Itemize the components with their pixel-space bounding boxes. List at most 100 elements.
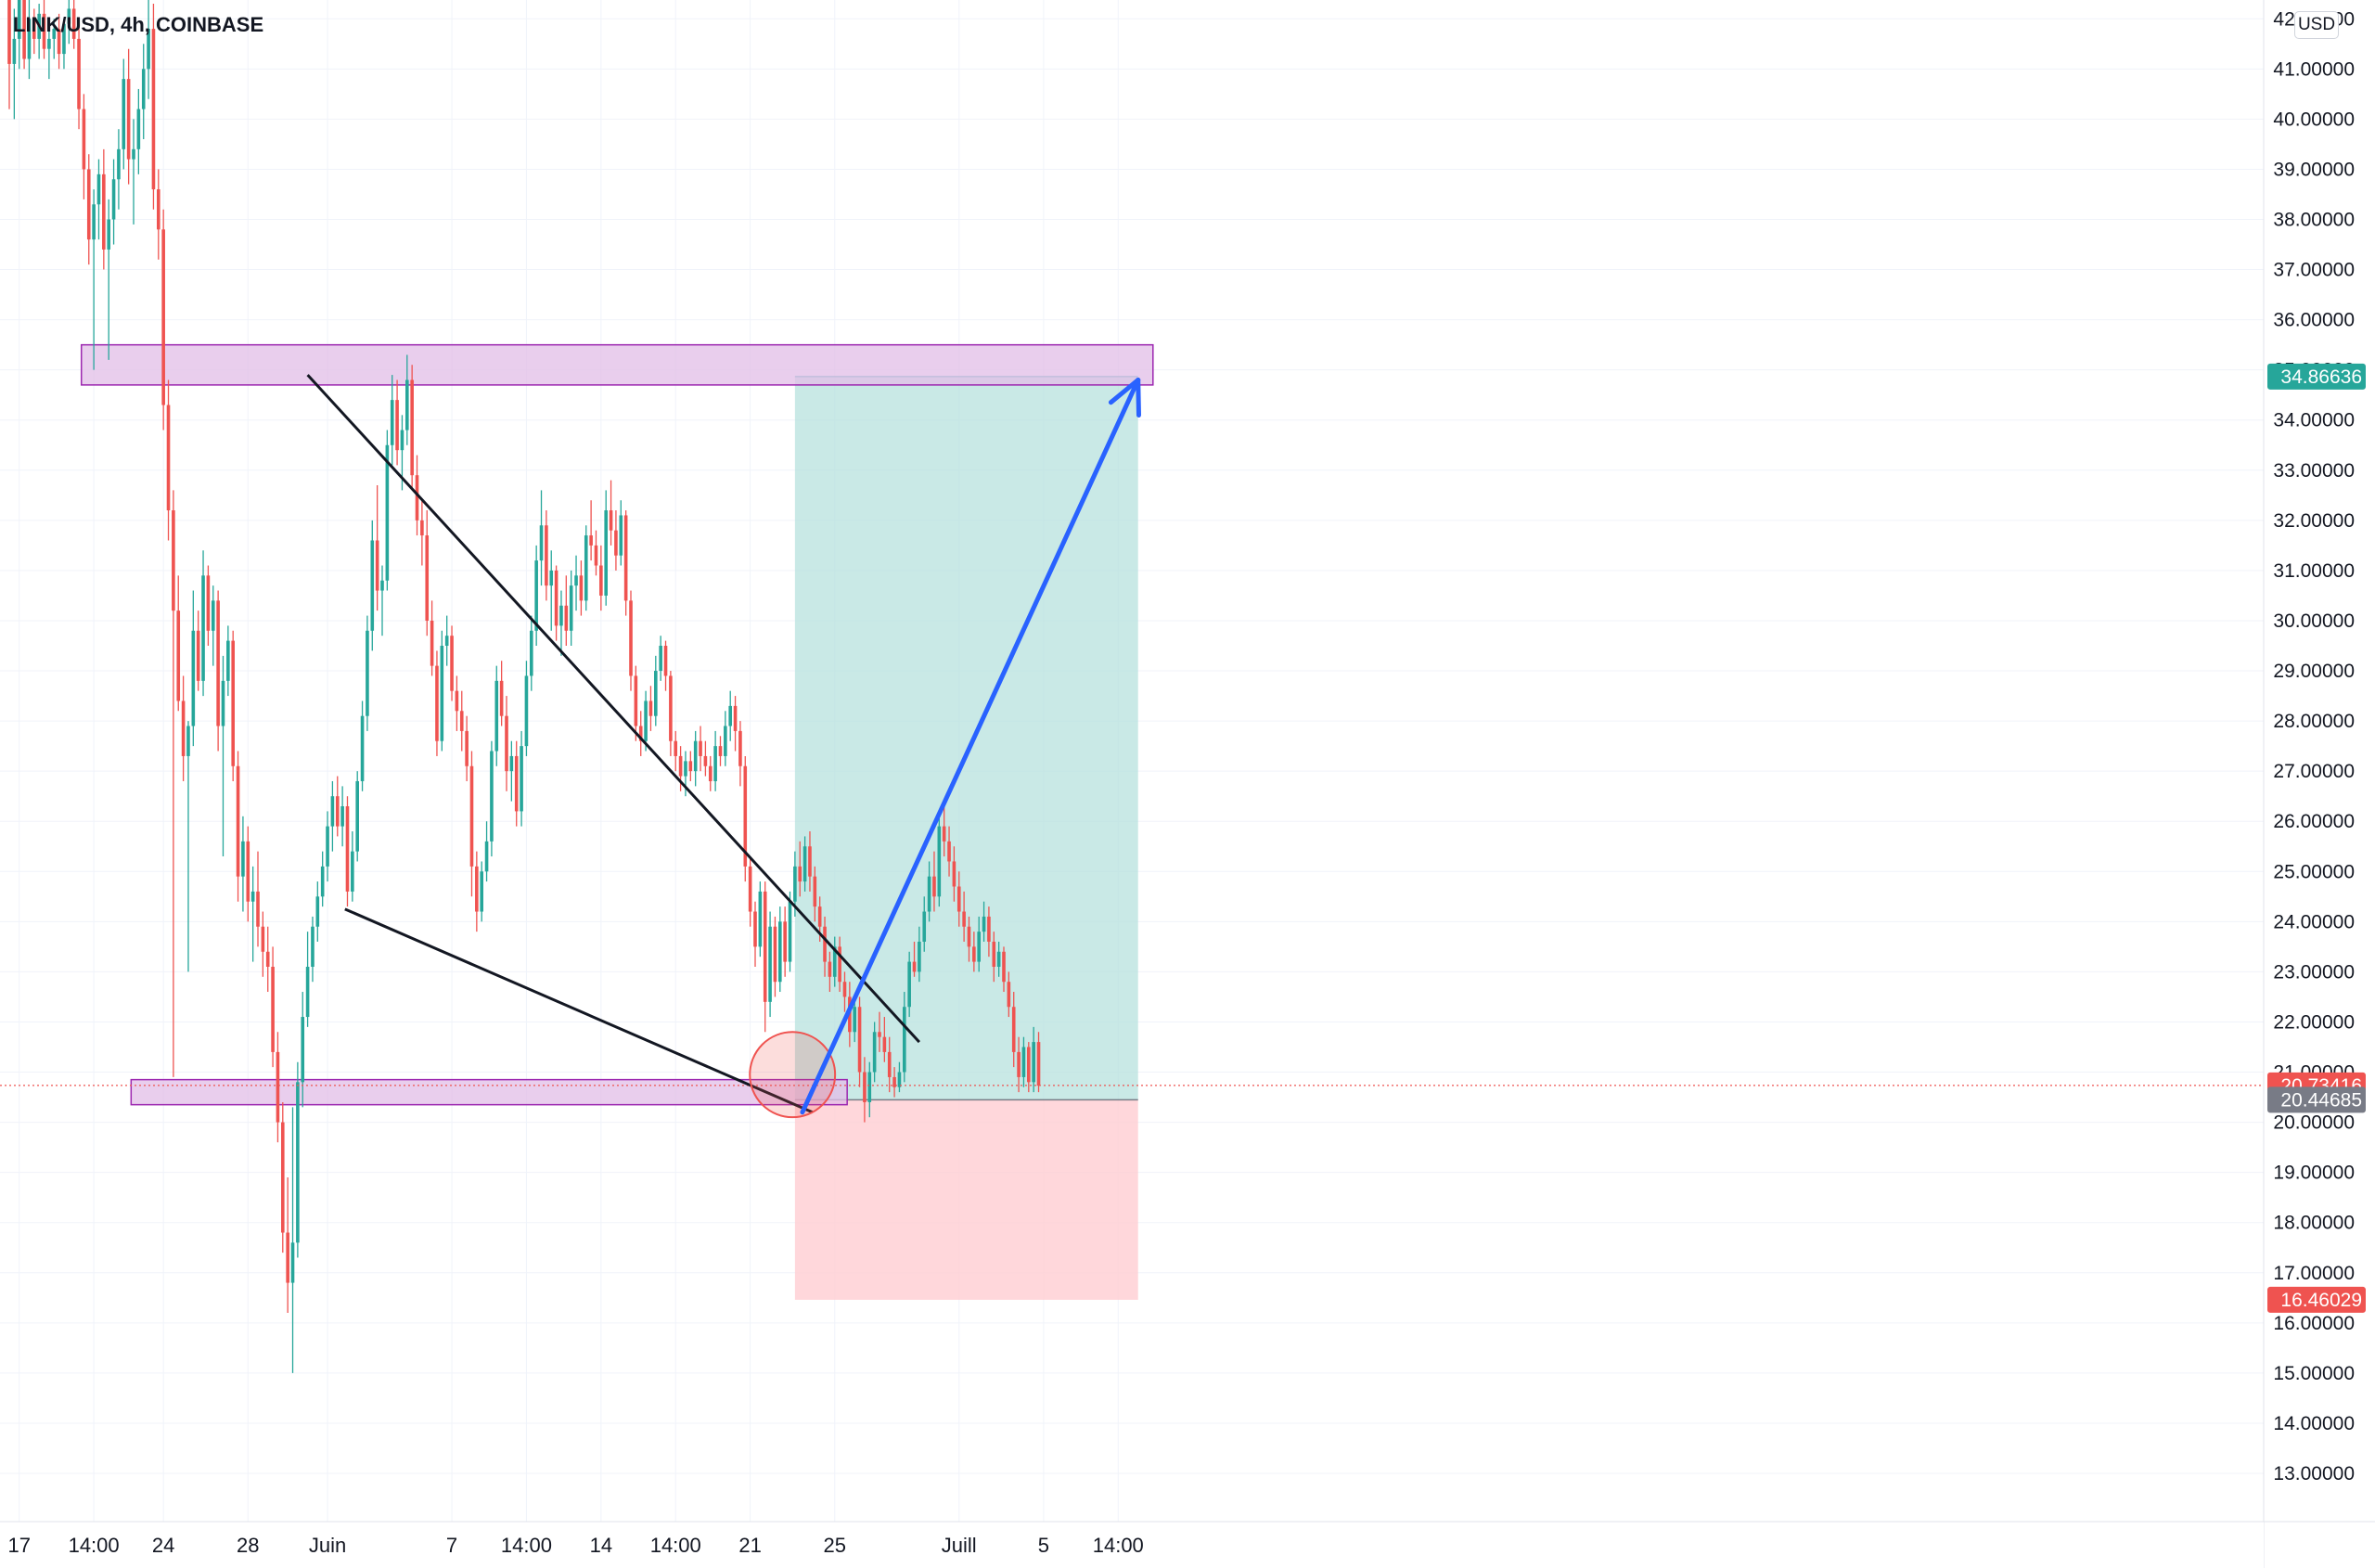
time-tick-label: 21 xyxy=(738,1534,761,1557)
candle-body xyxy=(276,1051,280,1123)
candle-body xyxy=(623,515,628,601)
candle-body xyxy=(96,174,101,205)
time-scale-bg xyxy=(0,1522,2264,1568)
candle-body xyxy=(564,605,569,631)
candle-body xyxy=(853,1007,856,1033)
drawings xyxy=(0,374,2264,1119)
candle-body xyxy=(256,891,260,927)
candle-body xyxy=(136,109,141,149)
candle-body xyxy=(922,911,927,942)
candle-body xyxy=(201,575,205,681)
time-scale: 14:00 17 14:00 24 28 Juin 7 14:00 14 14:00 21 25 Jui… xyxy=(0,1521,2375,1568)
candle-body xyxy=(912,961,917,972)
candle-body xyxy=(788,901,792,962)
candle-body xyxy=(659,646,662,672)
candle-body xyxy=(579,575,584,601)
candle-body xyxy=(918,941,921,972)
candle-body xyxy=(962,911,966,927)
candle-body xyxy=(42,13,46,49)
price-tag xyxy=(2267,1086,2366,1113)
candle-body xyxy=(181,700,186,756)
candle-body xyxy=(92,204,96,240)
candle-body xyxy=(330,796,335,827)
candle-body xyxy=(569,585,573,631)
candle-body xyxy=(832,946,837,977)
candle-body xyxy=(27,19,32,59)
symbol-title[interactable]: LINK/USD, 4h, COINBASE xyxy=(13,13,264,36)
projection-arrow xyxy=(800,377,1141,1115)
candle-body xyxy=(77,38,81,109)
candle-body xyxy=(1007,982,1011,1008)
candle-body xyxy=(375,540,379,591)
candle-body xyxy=(480,871,483,912)
price-tick-label: 31.00000 xyxy=(2273,560,2355,582)
candle-body xyxy=(107,219,110,250)
time-tick-label: 14:00 xyxy=(501,1534,552,1557)
candle-body xyxy=(863,1072,867,1102)
candle-body xyxy=(405,379,409,431)
trendline xyxy=(344,907,814,1114)
candle-body xyxy=(699,740,702,756)
price-tick-label: 14.00000 xyxy=(2273,1413,2355,1434)
candle-body xyxy=(71,8,76,39)
candle-body xyxy=(1032,1042,1035,1083)
candle-body xyxy=(1027,1047,1031,1083)
candle-body xyxy=(261,926,265,952)
candle-body xyxy=(281,1122,285,1233)
candle-body xyxy=(305,966,310,1018)
candle-body xyxy=(828,961,832,977)
candle-body xyxy=(246,841,250,902)
candle-body xyxy=(122,79,126,149)
candle-body xyxy=(783,921,787,962)
price-tag-label: 20.44685 xyxy=(2280,1089,2362,1111)
candle-body xyxy=(86,169,91,240)
time-tick-label: Juill xyxy=(942,1534,977,1557)
candle-body xyxy=(977,932,981,962)
candle-body xyxy=(47,38,51,49)
candle-body xyxy=(604,510,608,596)
candle-body xyxy=(311,926,315,967)
candle-body xyxy=(132,148,135,160)
candle-body xyxy=(559,605,563,626)
candle-body xyxy=(733,705,738,731)
candle-body xyxy=(141,69,146,109)
arrow-head xyxy=(1136,377,1141,418)
currency-button[interactable]: USD xyxy=(2294,11,2339,39)
candle-body xyxy=(644,700,648,741)
candle-body xyxy=(435,665,439,741)
candle-body xyxy=(126,79,131,160)
candle-body xyxy=(857,1007,862,1073)
candle-body xyxy=(1021,1047,1026,1077)
candle-body xyxy=(524,675,529,747)
candle-body xyxy=(584,535,588,601)
candle-body xyxy=(390,400,394,445)
time-tick-label: 25 xyxy=(824,1534,846,1557)
candle-body xyxy=(335,796,340,827)
price-tick-label: 24.00000 xyxy=(2273,911,2355,932)
candle-body xyxy=(366,630,369,716)
candle-body xyxy=(111,179,116,220)
candle-body xyxy=(554,570,558,626)
candle-body xyxy=(956,886,961,912)
candle-body xyxy=(763,891,767,1002)
candle-body xyxy=(937,826,942,897)
candle-body xyxy=(1011,1007,1016,1052)
candle-body xyxy=(216,600,220,726)
candle-body xyxy=(654,671,658,716)
candle-body xyxy=(360,715,365,781)
candle-body xyxy=(907,961,911,1008)
price-tick-label: 34.00000 xyxy=(2273,410,2355,431)
price-tick-label: 38.00000 xyxy=(2273,210,2355,231)
price-tick-label: 19.00000 xyxy=(2273,1163,2355,1184)
candle-body xyxy=(226,640,230,681)
candle-body xyxy=(320,866,325,897)
candle-body xyxy=(768,926,772,1002)
stop-zone xyxy=(794,1099,1138,1300)
candle-body xyxy=(545,525,548,586)
price-tick-label: 23.00000 xyxy=(2273,961,2355,983)
candle-body xyxy=(410,379,414,476)
candle-body xyxy=(987,916,991,942)
candle-body xyxy=(996,951,1001,967)
candle-body xyxy=(191,630,196,726)
